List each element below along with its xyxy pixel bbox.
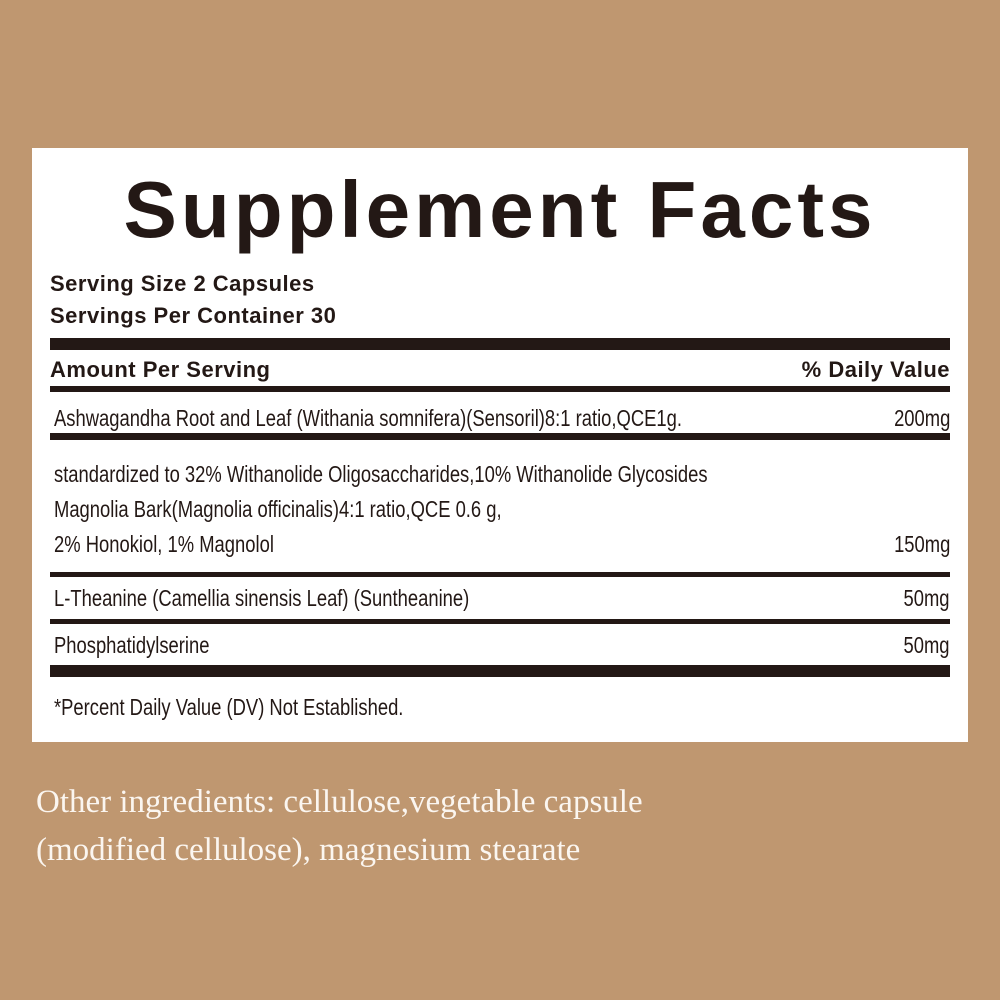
supplement-facts-panel: Supplement Facts Serving Size 2 Capsules… [32,148,968,742]
divider [50,619,950,624]
ingredient-amount: 150mg [893,531,950,557]
divider-thick [50,338,950,350]
ingredient-amount: 200mg [893,405,950,431]
panel-title: Supplement Facts [123,165,877,254]
footnote: *Percent Daily Value (DV) Not Establishe… [54,694,404,720]
ingredient-line: standardized to 32% Withanolide Oligosac… [54,461,708,487]
ingredient-line: Magnolia Bark(Magnolia officinalis)4:1 r… [54,496,502,522]
ingredient-line: L-Theanine (Camellia sinensis Leaf) (Sun… [54,585,470,611]
ingredient-amount: 50mg [903,585,950,611]
ingredient-amount: 50mg [903,632,950,658]
other-ingredients-line: (modified cellulose), magnesium stearate [36,832,581,868]
other-ingredients-line: Other ingredients: cellulose,vegetable c… [36,784,643,820]
divider [50,386,950,392]
divider [50,433,950,440]
servings-per-container: Servings Per Container 30 [50,303,337,328]
serving-size: Serving Size 2 Capsules [50,271,315,296]
divider [50,572,950,577]
ingredient-line: Phosphatidylserine [54,632,210,658]
divider-thick [50,665,950,677]
daily-value-header: % Daily Value [801,357,950,382]
amount-per-serving-header: Amount Per Serving [50,357,271,382]
ingredient-line: Ashwagandha Root and Leaf (Withania somn… [54,405,682,431]
ingredient-line: 2% Honokiol, 1% Magnolol [54,531,274,557]
